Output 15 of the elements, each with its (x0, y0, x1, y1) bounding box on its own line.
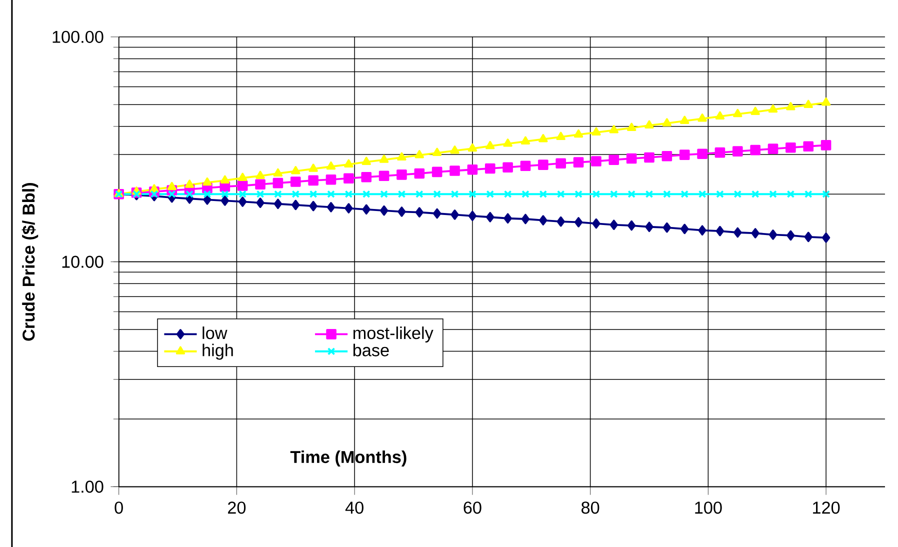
x-tick-label: 60 (464, 501, 482, 514)
x-tick-label: 100 (695, 501, 722, 514)
legend-label: most-likely (353, 326, 434, 342)
legend-label: high (202, 343, 233, 360)
y-axis-title: Crude Price ($/ Bbl) (22, 182, 38, 340)
y-tick-label: 10.00 (62, 255, 104, 268)
x-tick-label: 40 (345, 501, 364, 514)
x-tick-label: 20 (228, 501, 246, 514)
x-tick-label: 0 (114, 501, 123, 514)
x-tick-label: 80 (582, 501, 600, 514)
y-tick-label: 1.00 (72, 480, 104, 493)
x-tick-label: 120 (813, 501, 840, 514)
y-tick-label: 100.00 (52, 30, 104, 43)
legend-label: low (202, 326, 228, 339)
legend-label: base (353, 343, 389, 356)
